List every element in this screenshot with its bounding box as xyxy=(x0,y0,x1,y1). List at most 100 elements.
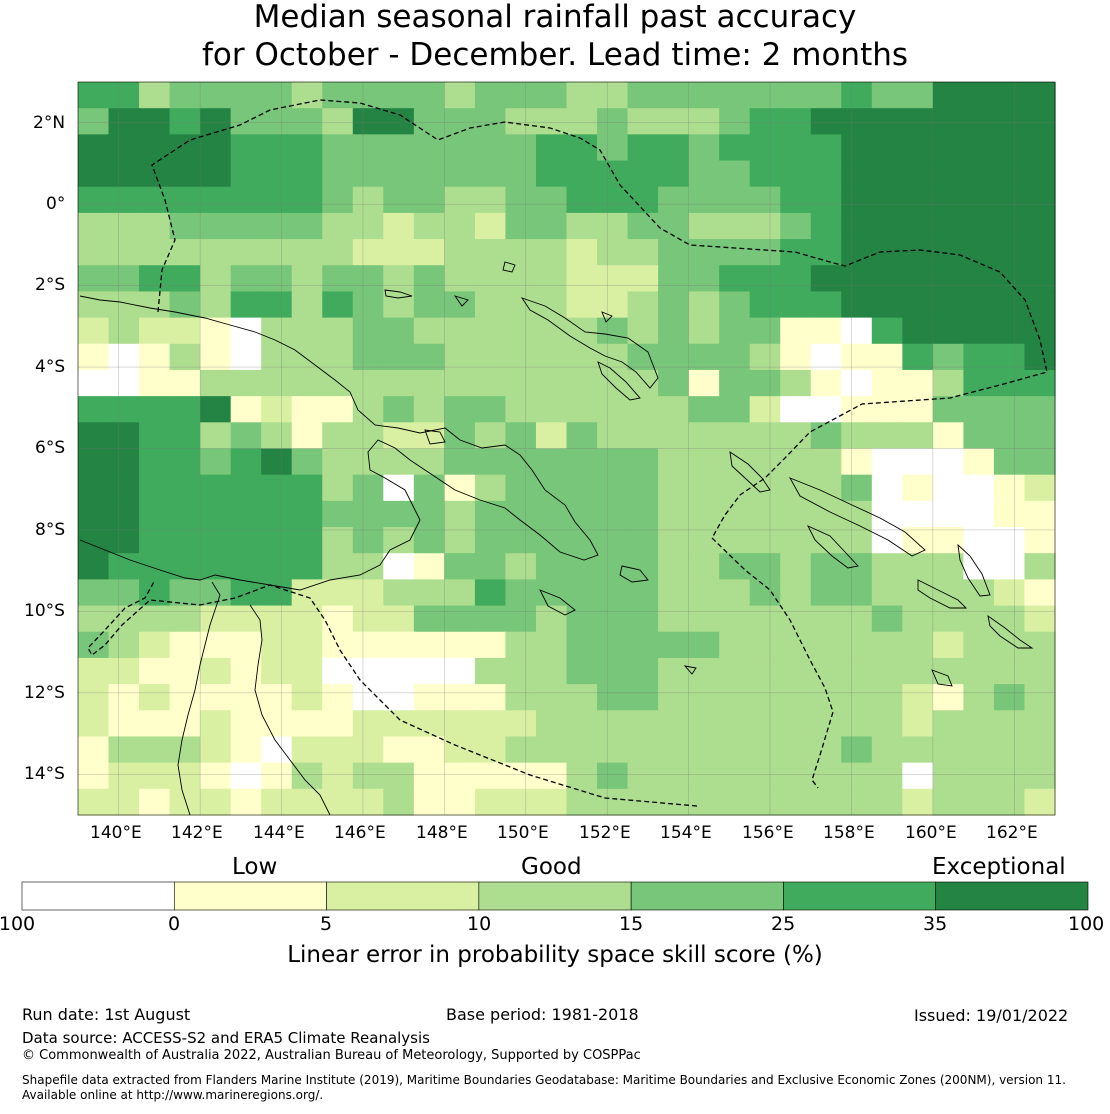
grid-cell xyxy=(597,239,629,266)
grid-cell xyxy=(322,160,354,188)
grid-cell xyxy=(932,369,965,397)
grid-cell xyxy=(200,762,232,790)
grid-cell xyxy=(597,474,629,502)
grid-cell xyxy=(963,788,995,816)
grid-cell xyxy=(993,657,1026,685)
grid-cell xyxy=(993,108,1026,135)
grid-cell xyxy=(780,265,812,293)
grid-cell xyxy=(261,212,293,240)
grid-cell xyxy=(902,212,934,240)
grid-cell xyxy=(352,762,384,790)
grid-cell xyxy=(597,788,629,816)
grid-cell xyxy=(993,160,1026,188)
grid-cell xyxy=(383,343,415,371)
grid-cell xyxy=(719,631,751,659)
grid-cell xyxy=(261,134,293,162)
grid-cell xyxy=(810,422,842,450)
grid-cell xyxy=(535,396,568,423)
grid-cell xyxy=(993,605,1026,633)
grid-cell xyxy=(505,788,537,816)
grid-cell xyxy=(719,239,751,266)
grid-cell xyxy=(932,474,965,502)
grid-cell xyxy=(871,553,903,580)
grid-cell xyxy=(597,265,629,293)
grid-cell xyxy=(261,736,293,764)
grid-cell xyxy=(505,710,537,738)
grid-cell xyxy=(627,448,659,476)
grid-cell xyxy=(932,736,965,764)
grid-cell xyxy=(505,500,537,528)
grid-cell xyxy=(841,212,873,240)
grid-cell xyxy=(78,186,110,214)
grid-cell xyxy=(688,212,720,240)
run-date: Run date: 1st August xyxy=(22,1005,191,1024)
grid-cell xyxy=(810,108,842,135)
grid-cell xyxy=(1024,710,1056,738)
grid-cell xyxy=(749,343,781,371)
grid-cell xyxy=(993,396,1026,423)
grid-cell xyxy=(322,212,354,240)
coastline-small-island-3 xyxy=(453,295,469,307)
grid-cell xyxy=(230,212,262,240)
grid-cell xyxy=(230,82,262,109)
legend-title: Linear error in probability space skill … xyxy=(287,942,823,968)
grid-cell xyxy=(169,448,201,476)
grid-cell xyxy=(78,239,110,266)
grid-cell xyxy=(780,684,812,711)
grid-cell xyxy=(688,396,720,423)
grid-cell xyxy=(474,134,507,162)
grid-cell xyxy=(383,369,415,397)
grid-cell xyxy=(658,186,690,214)
grid-cell xyxy=(383,160,415,188)
coastline-solomon-4 xyxy=(917,579,968,609)
grid-cell xyxy=(841,762,873,790)
grid-cell xyxy=(566,448,598,476)
grid-cell xyxy=(291,474,323,502)
grid-cell xyxy=(1024,448,1056,476)
grid-cell xyxy=(566,108,598,135)
grid-cell xyxy=(474,396,507,423)
map-title-line-2: for October - December. Lead time: 2 mon… xyxy=(201,37,909,73)
grid-cell xyxy=(352,239,384,266)
grid-cell xyxy=(383,579,415,607)
grid-cell xyxy=(230,684,262,711)
grid-cell xyxy=(993,317,1026,345)
coastline-manus xyxy=(384,289,413,299)
grid-cell xyxy=(352,527,384,554)
grid-cell xyxy=(963,369,995,397)
grid-cell xyxy=(352,500,384,528)
grid-cell xyxy=(902,108,934,135)
grid-cell xyxy=(78,500,110,528)
grid-cell xyxy=(932,343,965,371)
grid-cell xyxy=(169,684,201,711)
grid-cell xyxy=(535,631,568,659)
lon-tick-label: 140°E xyxy=(90,823,142,843)
legend-category-good: Good xyxy=(521,854,582,880)
grid-cell xyxy=(78,291,110,319)
coastline-louisiade xyxy=(539,589,576,616)
grid-cell xyxy=(352,788,384,816)
grid-cell xyxy=(291,657,323,685)
grid-cell xyxy=(291,317,323,345)
grid-cell xyxy=(902,134,934,162)
grid-cell xyxy=(352,265,384,293)
grid-cell xyxy=(78,134,110,162)
grid-cell xyxy=(108,762,140,790)
grid-cell xyxy=(841,134,873,162)
grid-cell xyxy=(291,553,323,580)
grid-cell xyxy=(597,160,629,188)
grid-cell xyxy=(780,710,812,738)
coastline-cape-york xyxy=(177,581,331,816)
grid-cell xyxy=(322,527,354,554)
grid-cell xyxy=(230,448,262,476)
grid-cell xyxy=(841,657,873,685)
grid-cell xyxy=(535,553,568,580)
grid-cell xyxy=(902,474,934,502)
grid-cell xyxy=(169,186,201,214)
grid-cell xyxy=(963,396,995,423)
shapefile-credit: Shapefile data extracted from Flanders M… xyxy=(22,1073,1066,1087)
grid-cell xyxy=(597,343,629,371)
grid-cell xyxy=(78,265,110,293)
grid-cell xyxy=(780,291,812,319)
grid-cell xyxy=(78,657,110,685)
